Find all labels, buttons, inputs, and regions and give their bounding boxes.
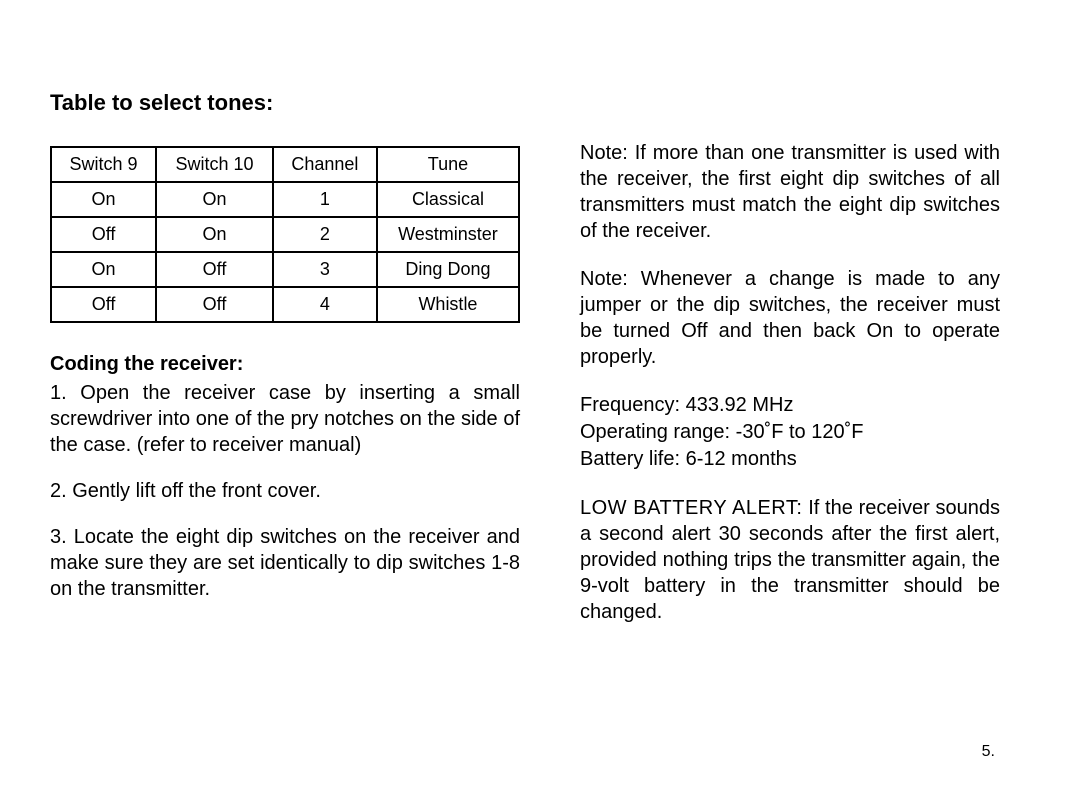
spec-frequency: Frequency: 433.92 MHz: [580, 394, 793, 416]
th-switch10: Switch 10: [156, 147, 273, 182]
step-3: 3. Locate the eight dip switches on the …: [50, 524, 520, 602]
th-tune: Tune: [377, 147, 519, 182]
page-number: 5.: [982, 743, 995, 761]
spec-battery: Battery life: 6-12 months: [580, 448, 797, 470]
step-2: 2. Gently lift off the front cover.: [50, 478, 520, 504]
table-title: Table to select tones:: [50, 90, 520, 116]
table-row: Off Off 4 Whistle: [51, 287, 519, 322]
specs: Frequency: 433.92 MHz Operating range: -…: [580, 392, 1000, 473]
low-battery-paragraph: LOW BATTERY ALERT: If the receiver sound…: [580, 495, 1000, 625]
note-2: Note: Whenever a change is made to any j…: [580, 266, 1000, 370]
low-battery-label: LOW BATTERY ALERT:: [580, 497, 802, 519]
th-channel: Channel: [273, 147, 377, 182]
right-column: Note: If more than one transmitter is us…: [580, 90, 1000, 745]
coding-heading: Coding the receiver:: [50, 353, 520, 376]
step-1: 1. Open the receiver case by inserting a…: [50, 380, 520, 458]
table-row: On On 1 Classical: [51, 182, 519, 217]
table-row: Off On 2 Westminster: [51, 217, 519, 252]
table-row: On Off 3 Ding Dong: [51, 252, 519, 287]
th-switch9: Switch 9: [51, 147, 156, 182]
left-column: Table to select tones: Switch 9 Switch 1…: [50, 90, 520, 745]
note-1: Note: If more than one transmitter is us…: [580, 140, 1000, 244]
table-header-row: Switch 9 Switch 10 Channel Tune: [51, 147, 519, 182]
spec-range: Operating range: -30˚F to 120˚F: [580, 421, 863, 443]
tones-table: Switch 9 Switch 10 Channel Tune On On 1 …: [50, 146, 520, 323]
